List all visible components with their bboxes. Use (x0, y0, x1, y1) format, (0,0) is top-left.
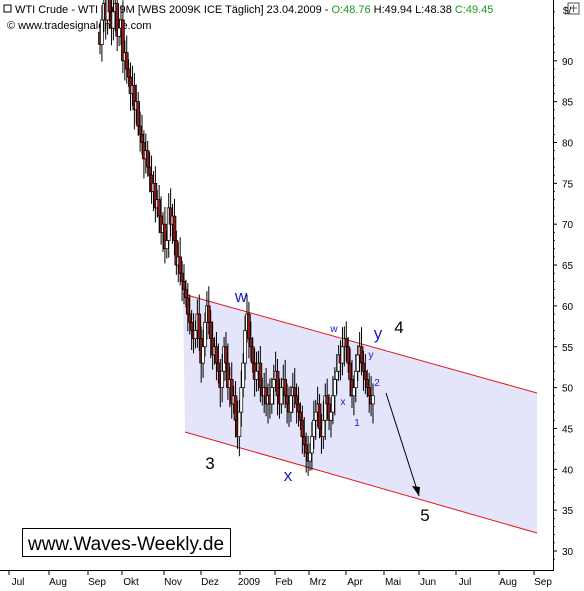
wave-label-w: w (329, 324, 338, 335)
price-unit: $/ (563, 6, 572, 17)
candle (258, 345, 263, 403)
y-tick-label: 60 (562, 302, 574, 313)
candle (243, 315, 247, 381)
x-tick-label: Jun (420, 577, 436, 588)
svg-text:WTI Crude - WTI 2009M [WBS 200: WTI Crude - WTI 2009M [WBS 2009K ICE Täg… (15, 4, 493, 16)
header-close: C:49.45 (455, 4, 494, 16)
y-tick-label: 40 (562, 465, 574, 476)
x-tick-label: Sep (534, 577, 552, 588)
y-tick-label: 30 (562, 547, 574, 558)
candle (239, 370, 244, 427)
y-tick-label: 85 (562, 98, 574, 109)
header-low: L:48.38 (415, 4, 452, 16)
x-tick-label: Okt (123, 577, 139, 588)
x-tick-label: Sep (88, 577, 106, 588)
channel-lower-line (184, 431, 538, 534)
header-open: O:48.76 (331, 4, 370, 16)
x-tick-label: Jul (459, 577, 472, 588)
y-tick-label: 50 (562, 384, 574, 395)
chart-settings-icon[interactable] (567, 2, 580, 15)
wave-label-x: x (284, 466, 293, 485)
y-tick-label: 45 (562, 424, 574, 435)
price-axis-ticks: 30 35 40 45 50 55 60 65 70 75 80 85 90 (553, 11, 574, 560)
wave-label-w: w (234, 287, 248, 306)
y-tick-label: 55 (562, 343, 574, 354)
candle (172, 198, 177, 256)
y-tick-label: 75 (562, 179, 574, 190)
wave-label-y: y (374, 324, 383, 343)
projection-arrow-line (385, 392, 420, 497)
wave-label-1: 1 (354, 418, 360, 429)
header-high: H:49.94 (374, 4, 413, 16)
x-tick-label: Dez (201, 577, 219, 588)
y-tick-label: 35 (562, 506, 574, 517)
x-tick-label: 2009 (238, 577, 261, 588)
wave-label-y: y (369, 350, 374, 361)
y-tick-label: 65 (562, 261, 574, 272)
wave-label-x: x (341, 397, 346, 408)
header-title: WTI Crude - WTI 2009M [WBS 2009K ICE Täg… (15, 4, 331, 16)
y-tick-label: 70 (562, 220, 574, 231)
candles (98, 0, 375, 476)
x-tick-label: Aug (499, 577, 517, 588)
x-tick-label: Jul (12, 577, 25, 588)
svg-text:©www.tradesignalonline.com: © www.tradesignalonline.com (7, 20, 151, 32)
x-tick-label: Feb (275, 577, 293, 588)
time-axis-ticks: Jul Aug Sep Okt Nov Dez 2009 Feb Mrz Apr Mai Jun Jul… (8, 570, 552, 588)
symbol-marker-icon (3, 4, 12, 13)
y-tick-label: 80 (562, 139, 574, 150)
x-tick-label: Nov (164, 577, 182, 588)
wave-label-3: 3 (205, 454, 214, 473)
projection-arrow-icon (412, 486, 420, 496)
y-tick-label: 90 (562, 57, 574, 68)
wave-label-5: 5 (420, 506, 429, 525)
candle (371, 383, 375, 424)
x-tick-label: Apr (347, 577, 363, 588)
x-tick-label: Mai (385, 577, 401, 588)
wave-label-2: 2 (374, 378, 380, 389)
brand-text: www.Waves-Weekly.de (27, 534, 224, 555)
channel-fill (183, 294, 537, 533)
brand-box[interactable]: www.Waves-Weekly.de (22, 528, 231, 557)
x-tick-label: Aug (49, 577, 67, 588)
copyright-icon: © (7, 20, 15, 32)
header-source: www.tradesignalonline.com (17, 20, 151, 32)
wave-label-4: 4 (394, 318, 403, 337)
x-tick-label: Mrz (310, 577, 327, 588)
